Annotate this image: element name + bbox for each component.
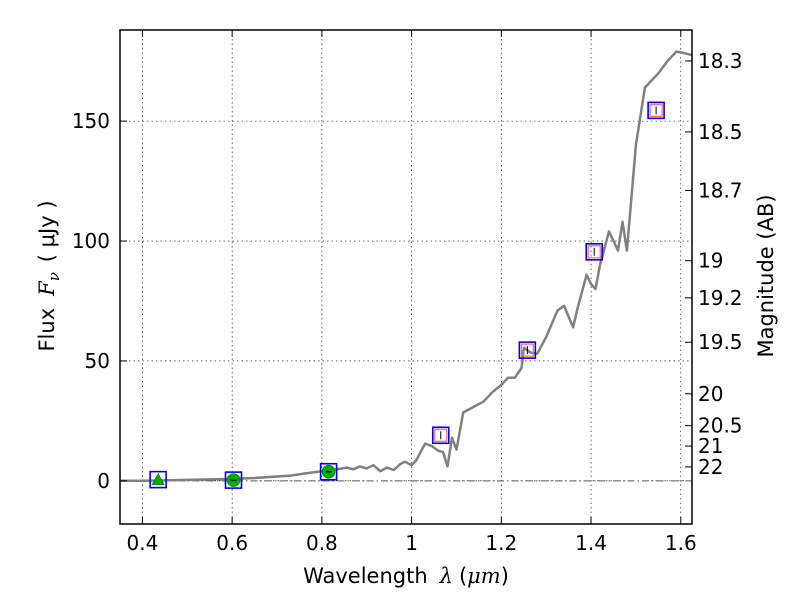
y2-tick-label: 18.7 bbox=[698, 178, 743, 202]
photometry-point bbox=[431, 426, 450, 445]
tick-labels: 0.4 0.6 0.8 1 1.2 1.4 1.6 0 50 100 150 18.3 18.5 18.7… bbox=[72, 49, 743, 555]
photometry-box bbox=[518, 341, 537, 359]
x-axis-title-symbol: λ bbox=[439, 564, 453, 588]
photometry-square-marker bbox=[520, 343, 534, 357]
photometry-box bbox=[319, 462, 338, 481]
photometry-box bbox=[149, 470, 167, 489]
photometry-box bbox=[431, 426, 450, 445]
plot-frame bbox=[119, 29, 693, 525]
x-tick-label: 1.4 bbox=[575, 531, 607, 555]
x-tick-label: 0.4 bbox=[127, 531, 159, 555]
y2-axis-title: Magnitude (AB) bbox=[754, 194, 778, 357]
x-axis-title: Wavelength λ (μm) bbox=[303, 564, 509, 588]
grid-lines bbox=[120, 30, 692, 524]
x-axis-title-unit: μm bbox=[467, 564, 501, 588]
photometry-point bbox=[518, 341, 537, 359]
y2-tick-label: 21 bbox=[698, 434, 723, 458]
y2-tick-label: 20.5 bbox=[698, 414, 743, 438]
y-tick-label: 100 bbox=[72, 229, 110, 253]
y-axis-title-unit: ( μJy ) bbox=[35, 200, 59, 262]
x-tick-label: 0.6 bbox=[216, 531, 248, 555]
x-tick-label: 1.6 bbox=[665, 531, 697, 555]
photometry-point bbox=[224, 471, 243, 489]
y-axis-title-subscript: ν bbox=[45, 272, 63, 281]
y2-tick-label: 22 bbox=[698, 455, 723, 479]
y-tick-label: 50 bbox=[85, 349, 110, 373]
photometry-square-marker bbox=[649, 103, 663, 117]
y2-tick-label: 18.3 bbox=[698, 49, 743, 73]
x-tick-label: 0.8 bbox=[306, 531, 338, 555]
x-axis-title-text: Wavelength bbox=[303, 564, 428, 588]
y2-tick-label: 19.2 bbox=[698, 286, 743, 310]
y-axis-title: Flux Fν ( μJy ) bbox=[35, 200, 63, 351]
photometry-triangle-marker bbox=[151, 473, 165, 485]
photometry-box bbox=[585, 243, 603, 261]
photometry-box bbox=[224, 471, 243, 489]
y2-tick-label: 18.5 bbox=[698, 120, 743, 144]
axis-ticks bbox=[120, 30, 692, 524]
y-axis-title-symbol: F bbox=[35, 280, 59, 297]
photometry-square-marker bbox=[587, 245, 601, 259]
x-tick-label: 1 bbox=[405, 531, 418, 555]
photometry-point bbox=[149, 470, 167, 489]
y2-tick-label: 19 bbox=[698, 249, 723, 273]
photometry-points bbox=[149, 101, 665, 489]
y-tick-label: 150 bbox=[72, 109, 110, 133]
photometry-point bbox=[585, 243, 603, 261]
photometry-square-marker bbox=[434, 428, 448, 442]
photometry-point bbox=[647, 101, 665, 120]
y-tick-label: 0 bbox=[97, 469, 110, 493]
photometry-point bbox=[319, 462, 338, 481]
x-axis-title-open: ( bbox=[459, 564, 467, 588]
y-axis-title-text: Flux bbox=[35, 308, 59, 352]
x-tick-label: 1.2 bbox=[485, 531, 517, 555]
y2-tick-label: 19.5 bbox=[698, 330, 743, 354]
x-axis-title-close: ) bbox=[501, 564, 509, 588]
y2-tick-label: 20 bbox=[698, 382, 723, 406]
photometry-box bbox=[647, 101, 665, 120]
